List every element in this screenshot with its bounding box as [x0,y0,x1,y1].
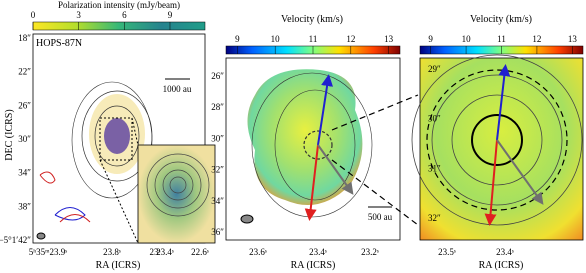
inset-x-tick-label: 22.6ˢ [191,247,209,257]
inset [137,144,216,244]
colorbar-label: Polarization intensity (mJy/beam) [58,0,180,10]
map-image [247,69,363,206]
x-axis-label: RA (ICRS) [96,260,141,271]
y-tick-label: 18″ [18,33,31,43]
colorbar-tick-label: 10 [271,34,281,44]
y-tick-label: 38″ [18,201,31,211]
colorbar-tick-label: 6 [122,10,127,20]
x-tick-label: 23.4ˢ [156,247,174,257]
colorbar-tick-label: 10 [462,34,472,44]
colorbar-tick-label: 13 [568,34,578,44]
colorbar-label: Velocity (km/s) [281,14,343,25]
x-tick-label: 5ʰ35ᵐ23.9ˢ [29,247,68,257]
y-tick-label: 32″ [211,165,224,175]
y-tick-label: 28″ [211,102,224,112]
panel-3: Velocity (km/s) RA (ICRS) [411,14,584,271]
scalebar-label: 1000 au [163,84,192,94]
colorbar-label: Velocity (km/s) [470,14,532,25]
colorbar-tick-label: 11 [497,34,506,44]
colorbar [32,21,206,31]
y-tick-label: 31″ [428,163,441,173]
x-tick-label: 23.6ˢ [249,247,267,257]
source-label: HOPS-87N [36,38,82,49]
colorbar-tick-label: 12 [532,34,541,44]
scalebar-label: 500 au [368,212,393,222]
colorbar-tick-label: 0 [31,10,36,20]
colorbar-tick-label: 13 [384,34,394,44]
x-tick-label: 23.2ˢ [361,247,379,257]
y-tick-label: 32″ [428,213,441,223]
y-axis-label: DEC (ICRS) [4,109,15,160]
x-tick-label: 23.4ˢ [496,247,514,257]
y-tick-label: 30″ [211,133,224,143]
x-tick-label: 23.8ˢ [103,247,121,257]
y-tick-label: 22″ [18,67,31,77]
colorbar-tick-label: 9 [428,34,433,44]
y-tick-label: 36″ [211,227,224,237]
y-tick-label: 29″ [428,64,441,74]
colorbar-tick-label: 12 [346,34,355,44]
x-tick-label: 23.4ˢ [309,247,327,257]
colorbar-tick-label: 9 [235,34,240,44]
panel-1: Polarization intensity (mJy/beam) HOPS-8… [4,0,216,271]
y-tick-label: 34″ [18,168,31,178]
y-tick-label: 30″ [428,114,441,124]
y-tick-label: 30″ [18,134,31,144]
map-image [36,78,190,240]
map-frame [419,57,584,241]
x-tick-label: 23.5ˢ [438,247,456,257]
colorbar-tick-label: 9 [168,10,173,20]
x-axis-label: RA (ICRS) [479,260,524,271]
x-axis-label: RA (ICRS) [291,260,336,271]
y-tick-label: 34″ [211,196,224,206]
inset-x-tick-label: 23ˢ [150,247,161,257]
colorbar-tick-label: 3 [76,10,81,20]
y-tick-label: 26″ [211,71,224,81]
y-tick-label: 26″ [18,100,31,110]
y-tick-label: −5°1′42″ [0,235,31,245]
colorbar-tick-label: 11 [309,34,318,44]
